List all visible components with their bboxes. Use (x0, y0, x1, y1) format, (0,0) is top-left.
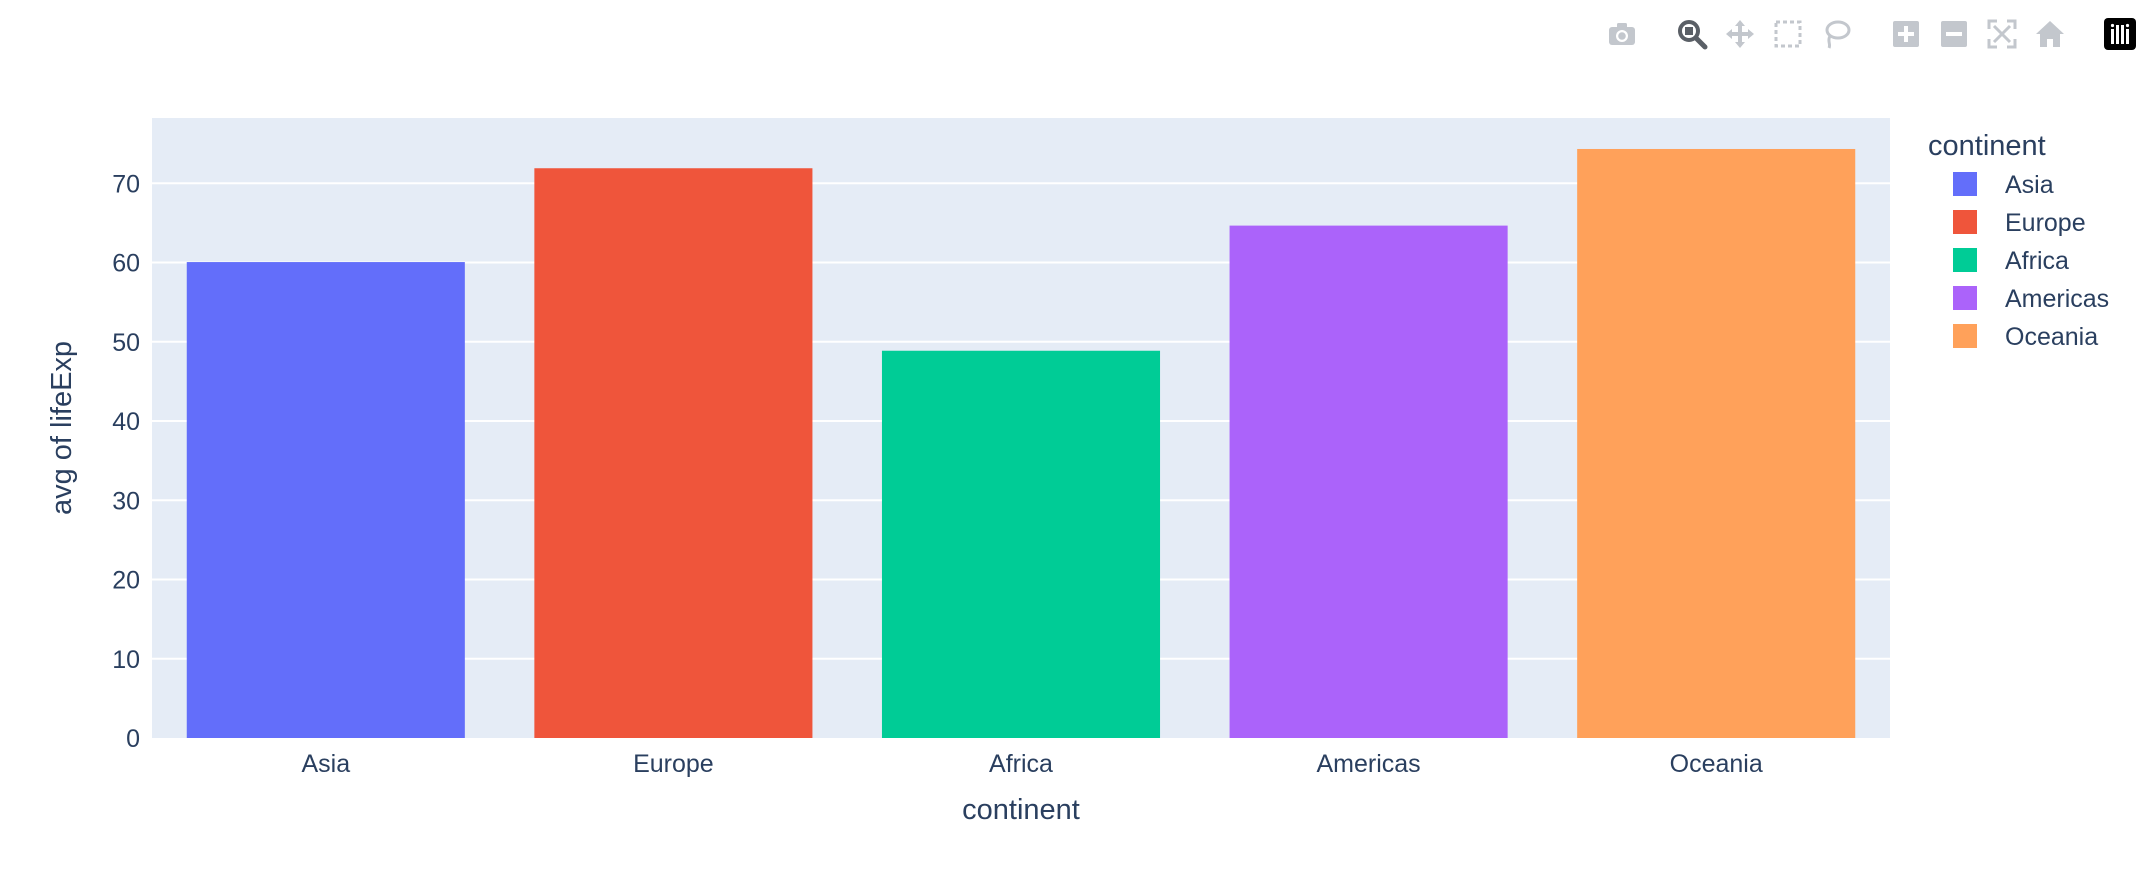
box-select-button[interactable] (1764, 12, 1812, 56)
legend-swatch (1953, 210, 1977, 234)
legend-item-label: Africa (2005, 247, 2069, 275)
y-axis-title: avg of lifeExp (46, 341, 78, 515)
legend-item-label: Oceania (2005, 323, 2098, 351)
camera-icon (1609, 23, 1635, 45)
download-plot-button[interactable] (1598, 12, 1646, 56)
y-tick-label: 10 (112, 646, 140, 674)
legend-swatch (1953, 248, 1977, 272)
legend-swatch (1953, 172, 1977, 196)
home-icon (2036, 21, 2064, 47)
zoom-out-button[interactable] (1930, 12, 1978, 56)
autoscale-button[interactable] (1978, 12, 2026, 56)
legend-item-label: Americas (2005, 285, 2109, 313)
legend-item-label: Europe (2005, 209, 2086, 237)
x-tick-label: Americas (1317, 750, 1421, 778)
x-axis-title: continent (962, 794, 1080, 826)
modebar-group (2096, 12, 2144, 56)
legend-title: continent (1928, 130, 2046, 162)
zoom-in-button[interactable] (1882, 12, 1930, 56)
legend-item-oceania[interactable]: Oceania (1953, 323, 2098, 351)
bars (186, 148, 1856, 739)
x-tick-label: Oceania (1670, 750, 1763, 778)
legend-item-europe[interactable]: Europe (1953, 209, 2086, 237)
x-tick-label: Europe (633, 750, 714, 778)
box-select-icon (1774, 20, 1802, 48)
x-tick-label: Africa (989, 750, 1053, 778)
bar-europe[interactable] (534, 168, 813, 738)
y-tick-label: 50 (112, 329, 140, 357)
legend-item-americas[interactable]: Americas (1953, 285, 2109, 313)
y-tick-label: 60 (112, 250, 140, 278)
x-tick-label: Asia (301, 750, 350, 778)
reset-axes-button[interactable] (2026, 12, 2074, 56)
pan-button[interactable] (1716, 12, 1764, 56)
bar-asia[interactable] (186, 262, 465, 738)
y-axis-ticks: 0 10 20 30 40 50 60 70 (112, 170, 140, 753)
legend-item-africa[interactable]: Africa (1953, 247, 2069, 275)
bar-americas[interactable] (1229, 225, 1508, 738)
zoom-in-icon (1893, 21, 1919, 47)
y-tick-label: 20 (112, 567, 140, 595)
legend-swatch (1953, 324, 1977, 348)
legend-item-label: Asia (2005, 171, 2054, 199)
lasso-icon (1825, 20, 1851, 49)
legend: Asia Europe Africa Americas Oceania (1953, 171, 2109, 351)
y-tick-label: 40 (112, 408, 140, 436)
plotly-logo-icon (2104, 18, 2136, 50)
x-axis-ticks: Asia Europe Africa Americas Oceania (301, 750, 1762, 778)
zoom-out-icon (1941, 21, 1967, 47)
y-tick-label: 30 (112, 487, 140, 515)
modebar-group (1598, 12, 1646, 56)
legend-item-asia[interactable]: Asia (1953, 171, 2054, 199)
bar-africa[interactable] (881, 350, 1161, 738)
modebar (1576, 12, 2144, 56)
plotly-logo-link[interactable] (2096, 12, 2144, 56)
modebar-group (1668, 12, 1860, 56)
zoom-button[interactable] (1668, 12, 1716, 56)
y-tick-label: 70 (112, 170, 140, 198)
legend-swatch (1953, 286, 1977, 310)
zoom-icon (1678, 20, 1708, 50)
y-tick-label: 0 (126, 725, 140, 753)
lasso-select-button[interactable] (1812, 12, 1860, 56)
modebar-group (1882, 12, 2074, 56)
bar-oceania[interactable] (1577, 148, 1856, 739)
autoscale-icon (1987, 19, 2017, 49)
pan-icon (1726, 20, 1754, 48)
